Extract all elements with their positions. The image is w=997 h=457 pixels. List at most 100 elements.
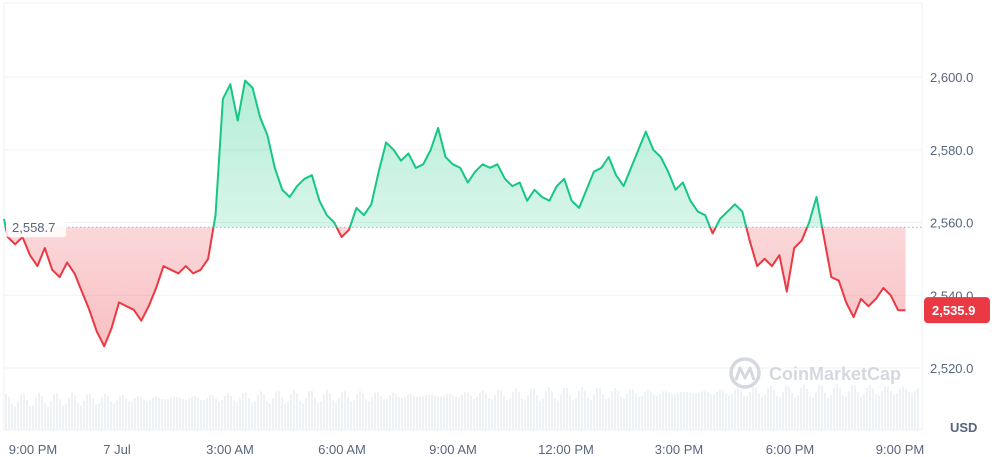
volume-bar xyxy=(449,393,451,430)
volume-bar xyxy=(503,395,505,430)
volume-bar xyxy=(572,400,574,430)
volume-bar xyxy=(902,386,904,430)
volume-bar xyxy=(221,400,223,430)
volume-bar xyxy=(683,391,685,430)
y-tick-label: 2,600.0 xyxy=(930,70,973,85)
volume-bar xyxy=(428,394,430,430)
volume-bar xyxy=(92,398,94,430)
volume-bar xyxy=(14,406,16,430)
area-below-reference xyxy=(5,227,906,347)
volume-bar xyxy=(542,398,544,430)
volume-bar xyxy=(548,387,550,430)
volume-bar xyxy=(203,400,205,430)
y-tick-label: 2,580.0 xyxy=(930,143,973,158)
volume-bar xyxy=(833,387,835,430)
volume-bar xyxy=(815,391,817,430)
volume-bar xyxy=(251,402,253,430)
volume-bar xyxy=(674,394,676,430)
y-axis-unit: USD xyxy=(950,420,977,435)
reference-price-badge: 2,558.7 xyxy=(6,217,66,238)
volume-bar xyxy=(143,399,145,430)
volume-bar xyxy=(770,385,772,430)
volume-bar xyxy=(410,393,412,430)
volume-bar xyxy=(587,397,589,430)
volume-bar xyxy=(719,389,721,430)
volume-bar xyxy=(209,394,211,430)
volume-bar xyxy=(539,400,541,430)
volume-bar xyxy=(398,396,400,430)
volume-bar xyxy=(821,385,823,430)
volume-bar xyxy=(854,385,856,430)
volume-bar xyxy=(158,397,160,430)
volume-bar xyxy=(515,388,517,430)
volume-bar xyxy=(908,392,910,430)
volume-bar xyxy=(800,387,802,430)
volume-bar xyxy=(512,391,514,430)
x-tick-label: 3:00 AM xyxy=(206,442,254,457)
volume-bar xyxy=(365,398,367,430)
volume-bar xyxy=(404,396,406,430)
volume-bar xyxy=(77,402,79,430)
volume-bar xyxy=(218,401,220,430)
volume-bar xyxy=(611,391,613,430)
volume-bar xyxy=(905,388,907,430)
volume-bar xyxy=(416,396,418,430)
volume-bar xyxy=(113,403,115,430)
x-tick-label: 12:00 PM xyxy=(538,442,594,457)
volume-bar xyxy=(650,391,652,430)
area-fills xyxy=(4,80,906,347)
volume-bar xyxy=(551,391,553,430)
volume-bar xyxy=(440,396,442,430)
volume-bar xyxy=(173,397,175,430)
volume-bar xyxy=(392,392,394,430)
volume-bar xyxy=(677,392,679,430)
volume-bar xyxy=(746,396,748,430)
volume-bar xyxy=(59,399,61,430)
volume-bar xyxy=(110,401,112,430)
volume-bar xyxy=(116,400,118,430)
volume-bar xyxy=(53,394,55,430)
volume-bar xyxy=(641,395,643,430)
volume-bar xyxy=(278,391,280,430)
volume-bar xyxy=(488,398,490,430)
volume-bar xyxy=(458,397,460,430)
volume-bar xyxy=(338,397,340,430)
volume-bar xyxy=(29,406,31,430)
volume-bar xyxy=(254,401,256,430)
volume-bar xyxy=(581,386,583,430)
volume-bar xyxy=(626,394,628,430)
volume-bar xyxy=(269,403,271,430)
y-tick-label: 2,520.0 xyxy=(930,361,973,376)
volume-bar xyxy=(302,403,304,430)
volume-bar xyxy=(785,385,787,430)
volume-bar xyxy=(176,397,178,430)
volume-bar xyxy=(32,404,34,430)
volume-bar xyxy=(779,397,781,430)
volume-bar xyxy=(104,393,106,430)
volume-bar xyxy=(566,388,568,430)
volume-bar xyxy=(692,393,694,430)
volume-bar xyxy=(845,396,847,430)
volume-bar xyxy=(773,389,775,430)
volume-bar xyxy=(875,394,877,430)
volume-bar xyxy=(455,397,457,430)
volume-bar xyxy=(842,395,844,430)
volume-bar xyxy=(806,388,808,430)
volume-bar xyxy=(263,394,265,430)
volume-bar xyxy=(140,396,142,430)
volume-bar xyxy=(560,394,562,430)
volume-bar xyxy=(596,388,598,430)
volume-bar xyxy=(725,393,727,430)
volume-bar xyxy=(803,384,805,430)
volume-bar xyxy=(125,398,127,430)
volume-bar xyxy=(500,390,502,430)
volume-bar xyxy=(740,390,742,430)
volume-bar xyxy=(242,392,244,430)
volume-bar xyxy=(857,392,859,430)
volume-bar xyxy=(23,393,25,430)
volume-bar xyxy=(230,395,232,430)
volume-bar xyxy=(914,390,916,430)
volume-bar xyxy=(761,397,763,430)
volume-bar xyxy=(860,396,862,430)
volume-bar xyxy=(311,390,313,430)
